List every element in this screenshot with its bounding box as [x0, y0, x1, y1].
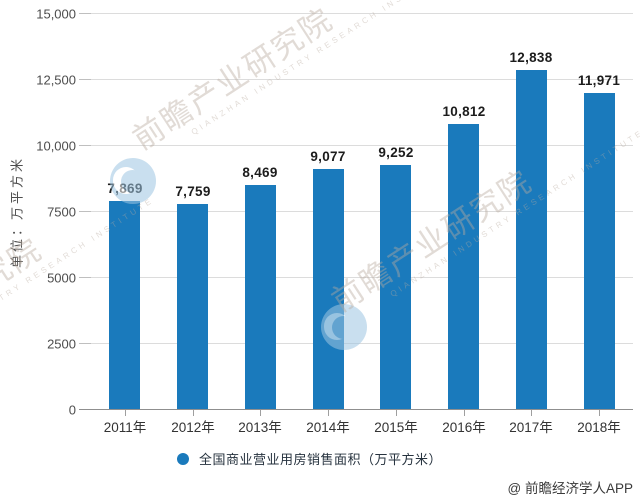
bar-value-label: 12,838 [509, 50, 553, 65]
bar-value-label: 9,252 [378, 145, 414, 160]
y-axis-tick [79, 277, 91, 278]
y-tick-label: 2500 [47, 336, 76, 352]
bar-2017年[interactable] [516, 70, 547, 409]
x-axis-label: 2018年 [577, 420, 621, 435]
y-tick-label: 7500 [47, 204, 76, 220]
gridline [91, 79, 633, 80]
legend-marker-icon [177, 452, 189, 465]
x-axis-line [79, 409, 633, 410]
x-axis-label: 2013年 [238, 420, 282, 435]
gridline [91, 343, 633, 344]
bar-value-label: 11,971 [577, 73, 621, 88]
bar-value-label: 7,759 [175, 184, 211, 199]
y-axis-tick [79, 343, 91, 344]
y-axis-tick [79, 211, 91, 212]
bar-value-label: 9,077 [310, 149, 346, 164]
y-tick-label: 0 [68, 402, 76, 418]
x-axis-tick [125, 410, 126, 416]
gridline [91, 211, 633, 212]
y-axis-tick [79, 79, 91, 80]
y-tick-label: 10,000 [36, 138, 76, 154]
bar-2013年[interactable] [245, 185, 276, 409]
x-axis-label: 2012年 [171, 420, 215, 435]
x-axis-label: 2017年 [509, 420, 553, 435]
y-tick-label: 12,500 [36, 72, 76, 88]
x-axis-tick [599, 410, 600, 416]
x-axis-tick [464, 410, 465, 416]
watermark-latin-text: QIANZHAN INDUSTRY RESEARCH INSTITUTE [189, 0, 447, 137]
y-axis-tick [79, 13, 91, 14]
legend[interactable]: 全国商业营业用房销售面积（万平方米） [177, 449, 442, 468]
legend-label: 全国商业营业用房销售面积（万平方米） [199, 452, 443, 467]
x-axis-tick [396, 410, 397, 416]
bar-2012年[interactable] [177, 204, 208, 409]
credit-text: @ 前瞻经济学人APP [507, 481, 633, 496]
x-axis-label: 2014年 [306, 420, 350, 435]
x-axis-label: 2011年 [103, 420, 147, 435]
bar-2015年[interactable] [380, 165, 411, 409]
bar-value-label: 8,469 [242, 165, 278, 180]
bar-2014年[interactable] [313, 169, 344, 409]
x-axis-tick [531, 410, 532, 416]
bar-2011年[interactable] [109, 201, 140, 409]
x-axis-tick [193, 410, 194, 416]
bar-2018年[interactable] [584, 93, 615, 409]
x-axis-tick [260, 410, 261, 416]
gridline [91, 145, 633, 146]
y-axis-tick [79, 145, 91, 146]
gridline [91, 277, 633, 278]
y-tick-label: 5000 [47, 270, 76, 286]
bar-2016年[interactable] [448, 124, 479, 409]
x-axis-label: 2015年 [374, 420, 418, 435]
bar-value-label: 10,812 [442, 104, 486, 119]
x-axis-tick [328, 410, 329, 416]
y-tick-label: 15,000 [36, 6, 76, 22]
x-axis-label: 2016年 [442, 420, 486, 435]
gridline [91, 13, 633, 14]
